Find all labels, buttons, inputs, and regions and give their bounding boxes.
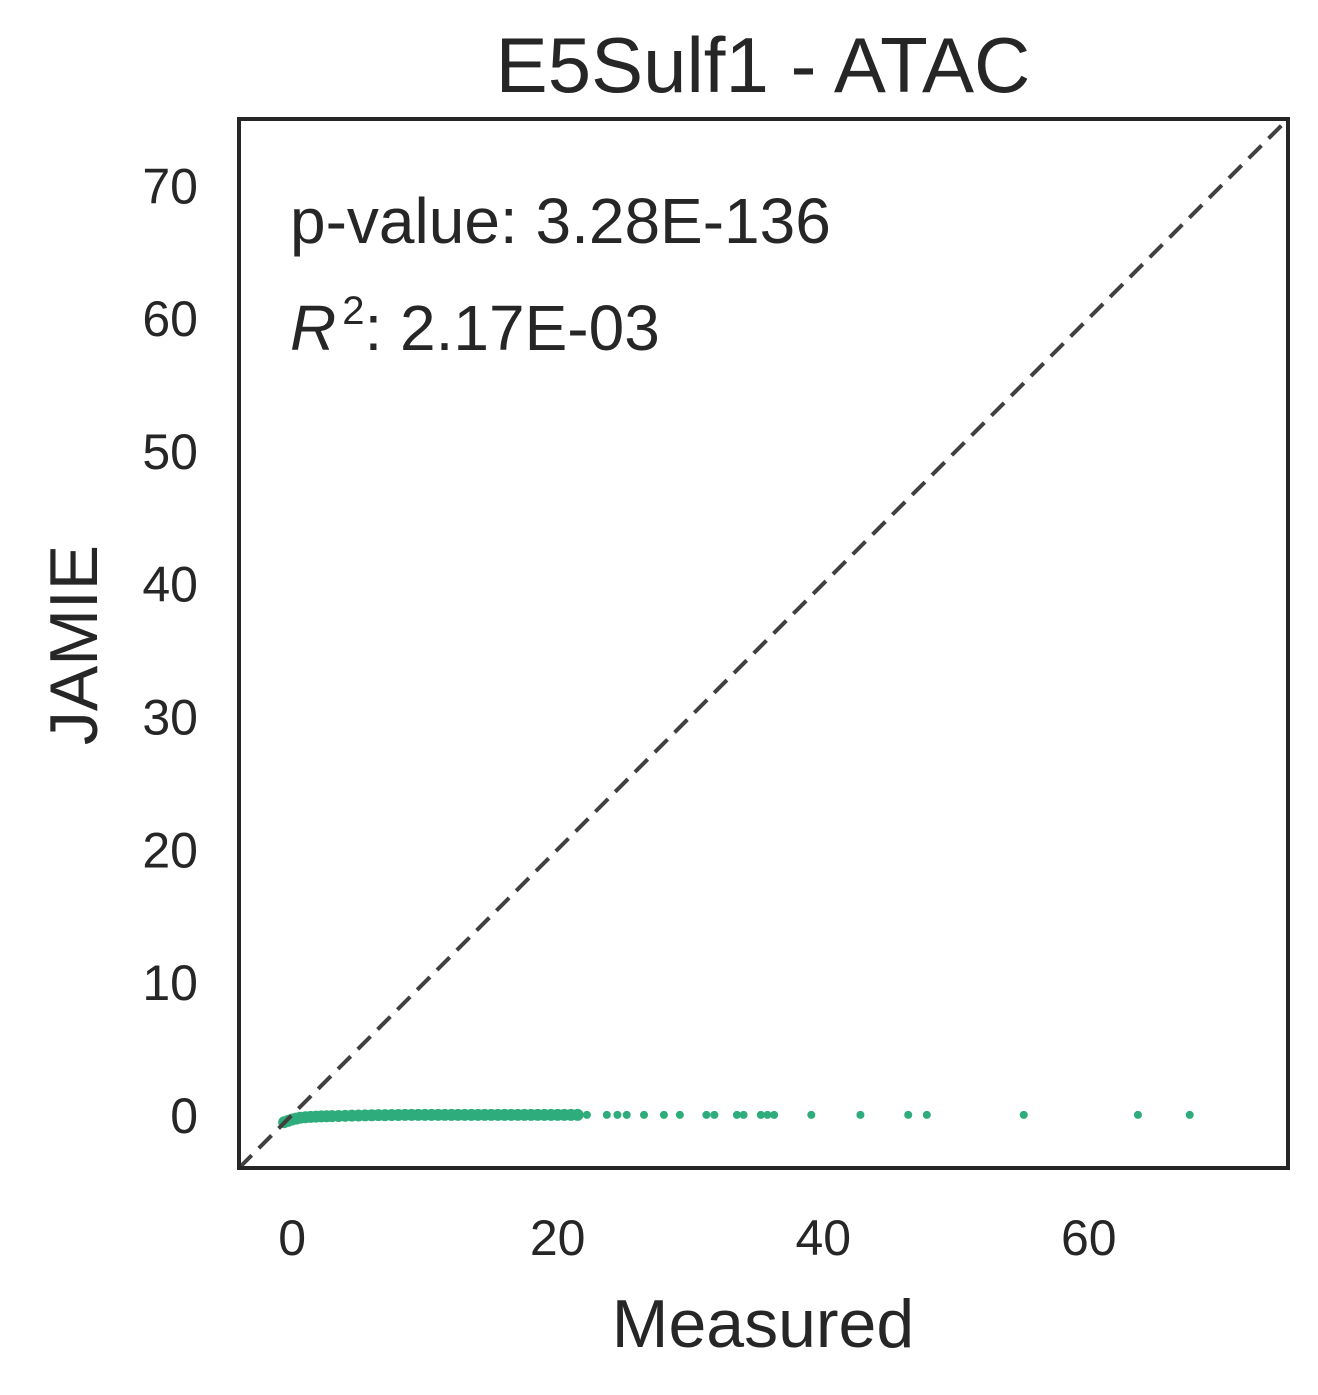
p-value-annotation: p-value: 3.28E-136 [290, 185, 831, 257]
y-tick-label: 50 [142, 424, 198, 480]
x-tick-label: 0 [278, 1210, 306, 1266]
y-tick-label: 0 [170, 1088, 198, 1144]
x-axis-label: Measured [612, 1286, 914, 1362]
y-tick-label: 60 [142, 291, 198, 347]
data-points [278, 1108, 1194, 1129]
identity-line [237, 117, 1290, 1170]
y-tick-label: 30 [142, 690, 198, 746]
data-point [571, 1108, 584, 1121]
data-point [922, 1110, 931, 1119]
r-squared-exponent: 2 [342, 289, 364, 333]
r-squared-annotation: R 2: 2.17E-03 [290, 289, 660, 364]
y-tick-label: 20 [142, 822, 198, 878]
data-point [763, 1110, 772, 1119]
y-tick-label: 10 [142, 955, 198, 1011]
data-point [710, 1110, 719, 1119]
data-point [602, 1110, 611, 1119]
x-tick-label: 60 [1061, 1210, 1117, 1266]
data-point [639, 1110, 648, 1119]
y-axis-label: JAMIE [36, 545, 112, 745]
data-point [613, 1110, 622, 1119]
plot-area [237, 117, 1290, 1170]
axes-frame [237, 117, 1290, 1170]
data-point [856, 1110, 865, 1119]
x-tick-label: 40 [795, 1210, 851, 1266]
data-point [659, 1110, 668, 1119]
r-squared-symbol: R [290, 292, 336, 364]
data-point [1133, 1110, 1142, 1119]
data-point [582, 1110, 591, 1119]
data-point [732, 1110, 741, 1119]
data-point [739, 1110, 748, 1119]
x-tick-label: 20 [530, 1210, 586, 1266]
data-point [807, 1110, 816, 1119]
x-axis-ticks: 0 20 40 60 [278, 1210, 1116, 1266]
data-point [675, 1110, 684, 1119]
data-point [1185, 1110, 1194, 1119]
chart-title: E5Sulf1 - ATAC [496, 21, 1031, 109]
data-point [770, 1110, 779, 1119]
r-squared-value: : 2.17E-03 [364, 292, 659, 364]
data-point [702, 1110, 711, 1119]
data-point [756, 1110, 765, 1119]
y-axis-ticks: 0 10 20 30 40 50 60 70 [142, 158, 198, 1143]
y-tick-label: 70 [142, 158, 198, 214]
data-point [622, 1110, 631, 1119]
data-point [1019, 1110, 1028, 1119]
y-tick-label: 40 [142, 557, 198, 613]
data-point [904, 1110, 913, 1119]
